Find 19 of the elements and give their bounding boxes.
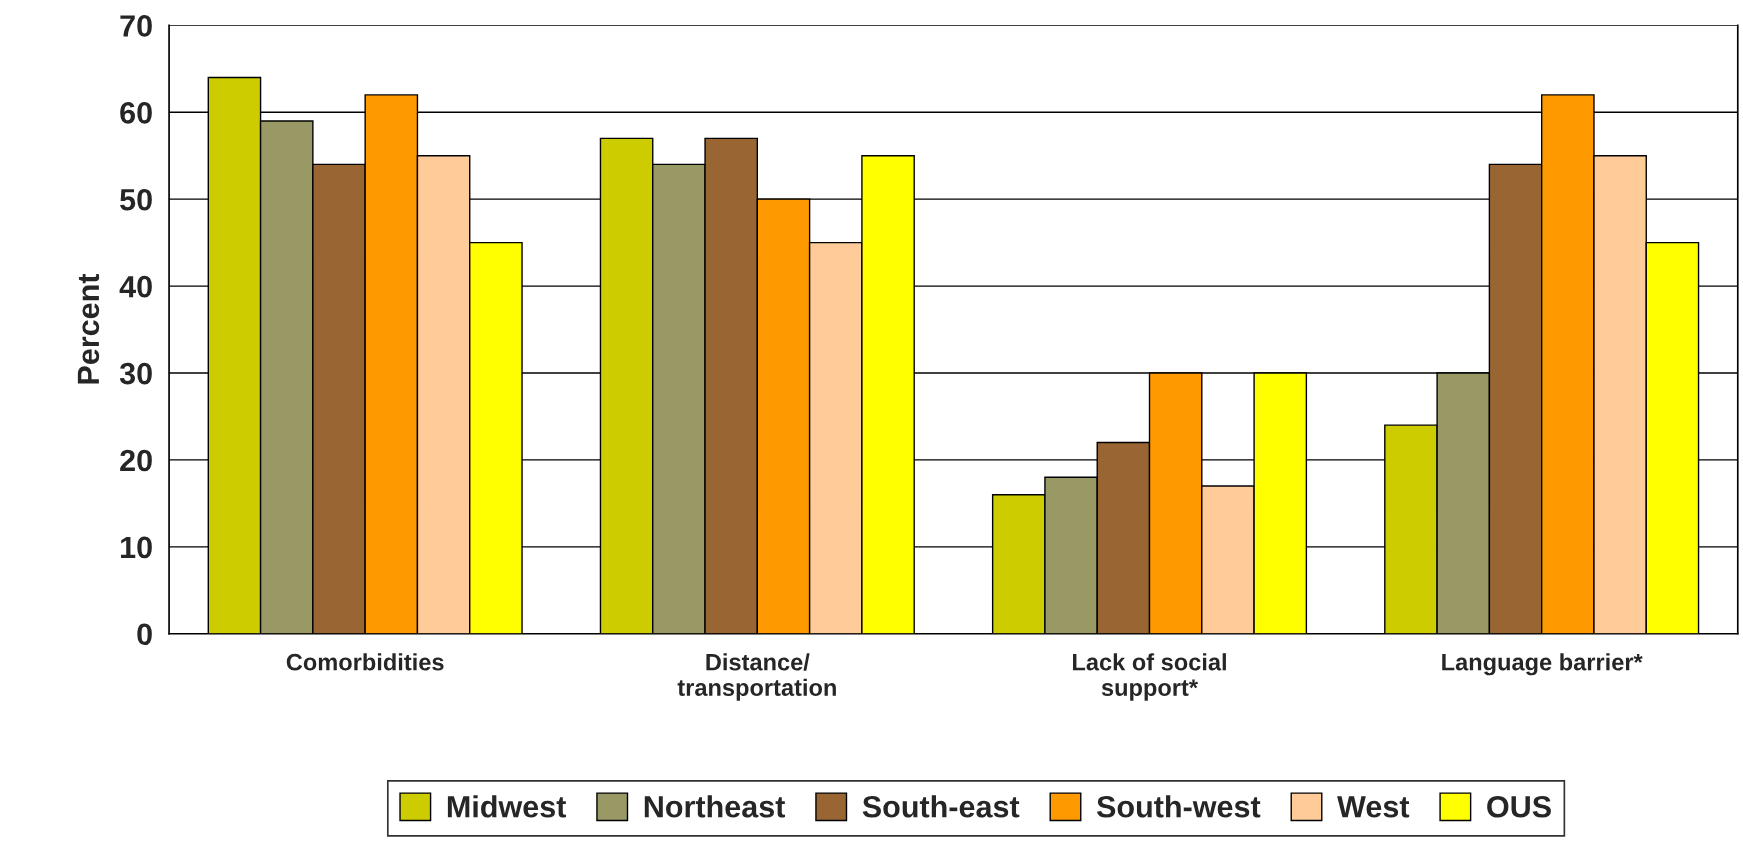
legend-label: South-west (1096, 795, 1261, 818)
legend-label: OUS (1487, 795, 1551, 818)
legend-label: Midwest (447, 795, 567, 818)
x-tick-label: Distance/ transportation (677, 653, 836, 701)
y-tick-label: 0 (137, 623, 152, 646)
y-tick-label: 40 (119, 275, 152, 298)
legend-label: South-east (862, 795, 1020, 818)
y-tick-label: 30 (119, 362, 152, 385)
y-tick-label: 20 (120, 449, 152, 472)
y-tick-label: 70 (120, 15, 152, 37)
y-tick-label: 50 (120, 188, 152, 211)
x-tick-label: Lack of social support* (1073, 653, 1226, 701)
x-tick-label: Language barrier* (1442, 653, 1643, 676)
y-tick-label: 10 (121, 536, 152, 559)
legend-label: Northeast (644, 795, 786, 818)
legend-label: West (1337, 796, 1410, 818)
y-axis-title: Percent (77, 273, 100, 384)
x-tick-label: Comorbidities (286, 653, 444, 671)
y-tick-label: 60 (120, 102, 152, 124)
